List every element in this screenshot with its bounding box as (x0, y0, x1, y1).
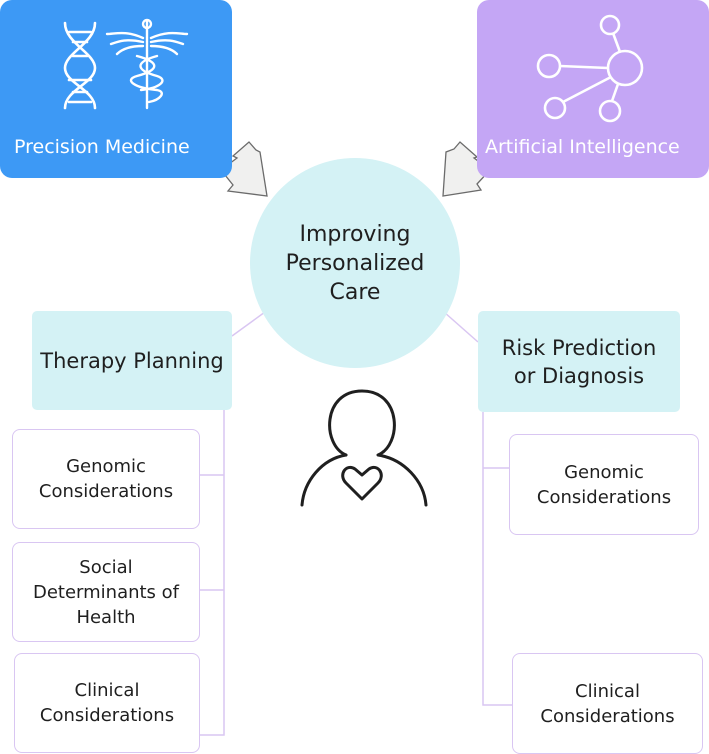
center-line-3: Care (329, 279, 381, 305)
center-line-2: Personalized (285, 250, 425, 276)
right-item-2-line-2: Considerations (540, 705, 675, 727)
risk-prediction-node: Risk Prediction or Diagnosis (478, 311, 680, 412)
patient-heart-icon (300, 389, 428, 507)
left-genomic-considerations-node: Genomic Considerations (12, 429, 200, 529)
right-item-1-line-1: Genomic (564, 461, 644, 483)
caduceus-icon (105, 18, 189, 110)
connector-left-trunk (200, 410, 225, 736)
left-item-1-line-1: Genomic (66, 456, 146, 477)
left-social-determinants-node: Social Determinants of Health (12, 542, 200, 642)
right-genomic-considerations-node: Genomic Considerations (509, 434, 699, 535)
risk-prediction-label-line-1: Risk Prediction (501, 335, 657, 360)
precision-medicine-label: Precision Medicine (14, 136, 190, 158)
left-item-2-line-2: Determinants of (32, 581, 180, 603)
center-line-1: Improving (299, 221, 411, 247)
left-item-2-line-1: Social (79, 556, 133, 578)
therapy-planning-label: Therapy Planning (40, 348, 224, 373)
right-item-2-line-1: Clinical (575, 680, 640, 702)
left-item-3-line-1: Clinical (74, 680, 140, 701)
network-icon (536, 14, 644, 123)
therapy-planning-node: Therapy Planning (32, 311, 232, 410)
connector-right-trunk (482, 412, 513, 706)
artificial-intelligence-label: Artificial Intelligence (485, 136, 680, 158)
left-item-1-line-2: Considerations (38, 481, 174, 502)
right-clinical-considerations-node: Clinical Considerations (512, 653, 703, 754)
precision-medicine-card: Precision Medicine (0, 0, 232, 178)
artificial-intelligence-card: Artificial Intelligence (477, 0, 709, 178)
dna-icon (63, 21, 97, 110)
connector-center-right (443, 311, 479, 343)
left-item-3-line-2: Considerations (39, 705, 175, 726)
left-item-2-line-3: Health (76, 606, 136, 628)
left-clinical-considerations-node: Clinical Considerations (14, 653, 200, 753)
connector-center-left (231, 311, 266, 337)
risk-prediction-label-line-2: or Diagnosis (513, 363, 645, 388)
improving-personalized-care-node: Improving Personalized Care (250, 158, 460, 368)
right-item-1-line-2: Considerations (536, 486, 672, 508)
